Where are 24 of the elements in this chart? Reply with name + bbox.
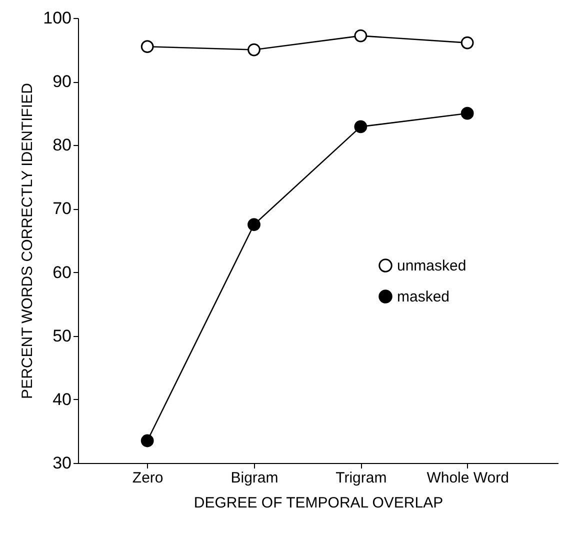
point	[248, 218, 260, 232]
point	[354, 29, 368, 42]
y-tick-label: 60	[52, 262, 72, 282]
y-tick-label: 40	[52, 390, 72, 409]
x-tick-label: Trigram	[336, 470, 387, 486]
y-tick-label: 30	[52, 454, 72, 472]
point	[460, 106, 474, 120]
point	[140, 434, 154, 448]
y-tick-label: 70	[52, 199, 72, 218]
legend-label: unmasked	[397, 258, 466, 274]
y-tick-label: 90	[52, 72, 72, 92]
x-tick-label: Whole Word	[426, 470, 509, 486]
legend-label: masked	[397, 288, 450, 306]
y-tick-label: 50	[52, 326, 72, 346]
point	[140, 40, 154, 54]
y-axis-title: PERCENT WORDS CORRECTLY IDENTIFIED	[19, 82, 36, 399]
x-tick-label: Bigram	[230, 470, 278, 486]
x-axis-title: DEGREE OF TEMPORAL OVERLAP	[194, 494, 444, 512]
x-tick-label: Zero	[132, 470, 164, 486]
point	[248, 43, 260, 56]
y-tick-label: 100	[43, 8, 72, 28]
y-tick-label: 80	[52, 136, 72, 155]
point	[354, 120, 368, 134]
point	[460, 36, 474, 50]
